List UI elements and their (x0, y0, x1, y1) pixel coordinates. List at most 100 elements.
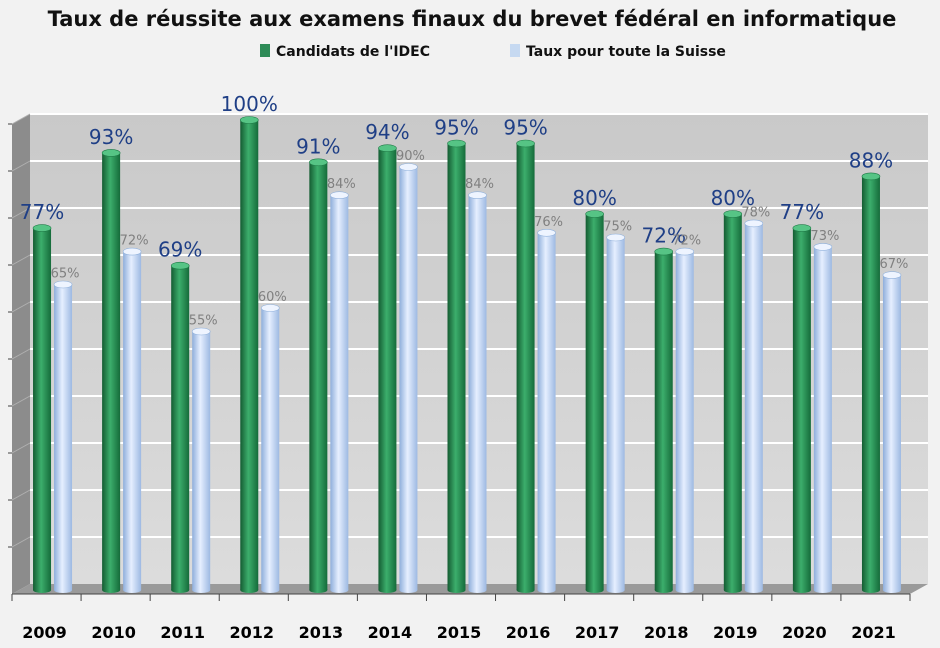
bar-body (102, 152, 121, 590)
bar-top (53, 280, 73, 289)
bar-body (744, 223, 763, 590)
bar-body (123, 251, 142, 590)
bar-base (675, 587, 694, 593)
x-tick-label-2016: 2016 (506, 623, 551, 642)
x-tick-label-2012: 2012 (230, 623, 275, 642)
bar-top (309, 158, 328, 167)
bar-base (330, 587, 349, 593)
x-tick-label-2014: 2014 (368, 623, 413, 642)
data-label-suisse-2011: 55% (189, 314, 218, 329)
data-label-suisse-2010: 72% (120, 234, 149, 249)
bar-top (675, 247, 695, 256)
bar-body (261, 308, 280, 590)
bar-base (447, 587, 466, 593)
bar-body (33, 228, 52, 590)
bar-top (537, 229, 556, 237)
bar-top (654, 247, 674, 256)
x-tick-labels: 2009 2010 2011 2012 2013 2014 2015 2016 2017 2018… (22, 623, 895, 642)
data-label-idec-2016: 95% (503, 116, 547, 140)
bar-suisse-2014 (399, 163, 418, 593)
bar-body (882, 275, 901, 590)
bar-idec-2016 (516, 139, 535, 593)
bar-base (468, 587, 487, 593)
x-tick-label-2019: 2019 (713, 623, 758, 642)
bar-idec-2017 (585, 210, 604, 593)
x-tick-label-2009: 2009 (22, 623, 67, 642)
gridline-side (11, 254, 31, 266)
bar-top (813, 243, 833, 251)
data-label-suisse-2019: 78% (741, 205, 770, 220)
bar-top (32, 224, 52, 232)
gridline-side (11, 160, 31, 172)
bar-base (813, 587, 832, 593)
bar-body (468, 195, 487, 590)
bar-suisse-2019 (744, 219, 764, 593)
legend: Candidats de l'IDEC Taux pour toute la S… (260, 44, 726, 60)
bar-base (723, 587, 742, 593)
data-label-suisse-2020: 73% (810, 229, 839, 244)
bar-idec-2014 (378, 144, 397, 593)
bar-top (378, 144, 397, 152)
bar-idec-2021 (861, 172, 881, 593)
x-tick-label-2018: 2018 (644, 623, 689, 642)
data-label-idec-2018: 72% (642, 224, 686, 248)
bar-body (309, 162, 328, 591)
gridline-side (11, 113, 31, 125)
bar-base (240, 587, 259, 593)
bar-base (378, 587, 397, 593)
chart-title: Taux de réussite aux examens finaux du b… (48, 7, 897, 31)
data-label-suisse-2017: 75% (603, 220, 632, 235)
bar-idec-2010 (101, 149, 121, 593)
x-tick-label-2017: 2017 (575, 623, 620, 642)
gridline-side (11, 301, 31, 313)
bar-base (654, 587, 673, 593)
bar-base (792, 587, 811, 593)
data-label-idec-2014: 94% (365, 120, 409, 144)
bar-body (792, 228, 811, 590)
bar-base (585, 587, 604, 593)
bar-body (447, 143, 466, 590)
data-label-idec-2021: 88% (849, 148, 893, 172)
bar-idec-2012 (239, 116, 259, 593)
data-label-suisse-2018: 72% (672, 234, 701, 249)
data-label-idec-2015: 95% (434, 116, 478, 140)
bar-top (191, 327, 211, 336)
x-tick-label-2015: 2015 (437, 623, 482, 642)
bar-base (192, 587, 211, 593)
x-tick-label-2021: 2021 (851, 623, 896, 642)
data-label-suisse-2021: 67% (880, 257, 909, 272)
data-label-idec-2017: 80% (572, 186, 616, 210)
bar-body (378, 148, 397, 590)
bar-body (240, 120, 259, 590)
bar-base (399, 587, 418, 593)
data-label-suisse-2015: 84% (465, 177, 494, 192)
bar-top (606, 233, 625, 242)
legend-label-idec: Candidats de l'IDEC (276, 44, 430, 60)
bar-idec-2009 (32, 224, 52, 593)
bar-top (399, 163, 418, 171)
bar-top (516, 139, 535, 148)
bar-idec-2019 (723, 210, 743, 593)
gridline-side (11, 536, 31, 548)
legend-swatch-idec (260, 44, 270, 57)
bar-idec-2011 (170, 261, 190, 593)
gridline-side (11, 395, 31, 407)
bar-base (606, 587, 625, 593)
bars: 77% 65% 93% 72% 69% 55% 100% 60% 91% 84% 94% 90% 95%… (20, 92, 909, 593)
data-label-suisse-2009: 65% (51, 267, 80, 282)
data-label-idec-2019: 80% (711, 186, 755, 210)
bar-body (330, 195, 349, 590)
bar-top (447, 139, 466, 148)
bar-suisse-2015 (468, 191, 487, 593)
bar-body (399, 167, 418, 590)
bar-suisse-2009 (53, 280, 73, 593)
data-label-suisse-2014: 90% (396, 149, 425, 164)
x-tick-label-2011: 2011 (160, 623, 205, 642)
data-label-idec-2010: 93% (89, 125, 133, 149)
bar-base (102, 587, 121, 593)
bar-base (861, 587, 880, 593)
bar-suisse-2012 (260, 304, 280, 593)
bar-base (123, 587, 142, 593)
bar-body (606, 237, 625, 590)
